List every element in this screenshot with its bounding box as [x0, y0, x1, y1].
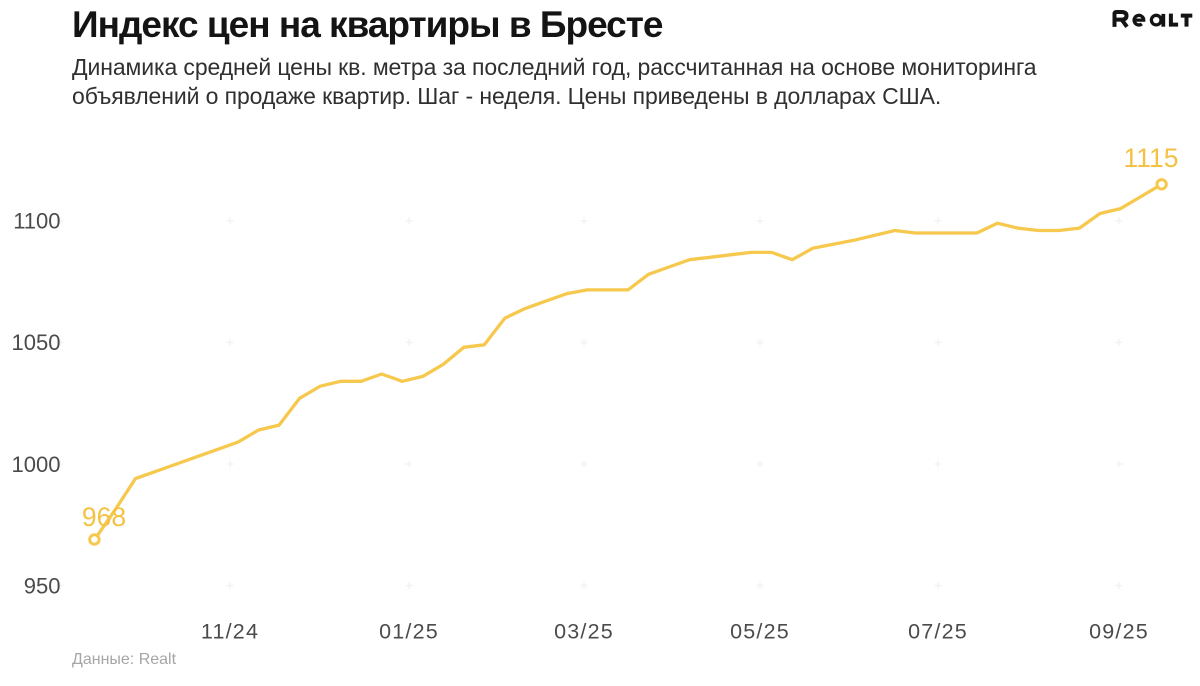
svg-text:1000: 1000: [12, 452, 61, 477]
svg-text:1100: 1100: [13, 209, 60, 234]
svg-text:07/25: 07/25: [908, 620, 968, 644]
svg-text:1050: 1050: [12, 330, 61, 355]
svg-text:05/25: 05/25: [730, 620, 790, 644]
svg-text:01/25: 01/25: [379, 620, 439, 644]
svg-text:09/25: 09/25: [1089, 620, 1149, 644]
svg-text:950: 950: [24, 573, 61, 598]
svg-text:968: 968: [82, 502, 126, 532]
svg-text:03/25: 03/25: [554, 620, 614, 644]
svg-text:11/24: 11/24: [201, 620, 259, 644]
svg-text:1115: 1115: [1123, 143, 1178, 173]
